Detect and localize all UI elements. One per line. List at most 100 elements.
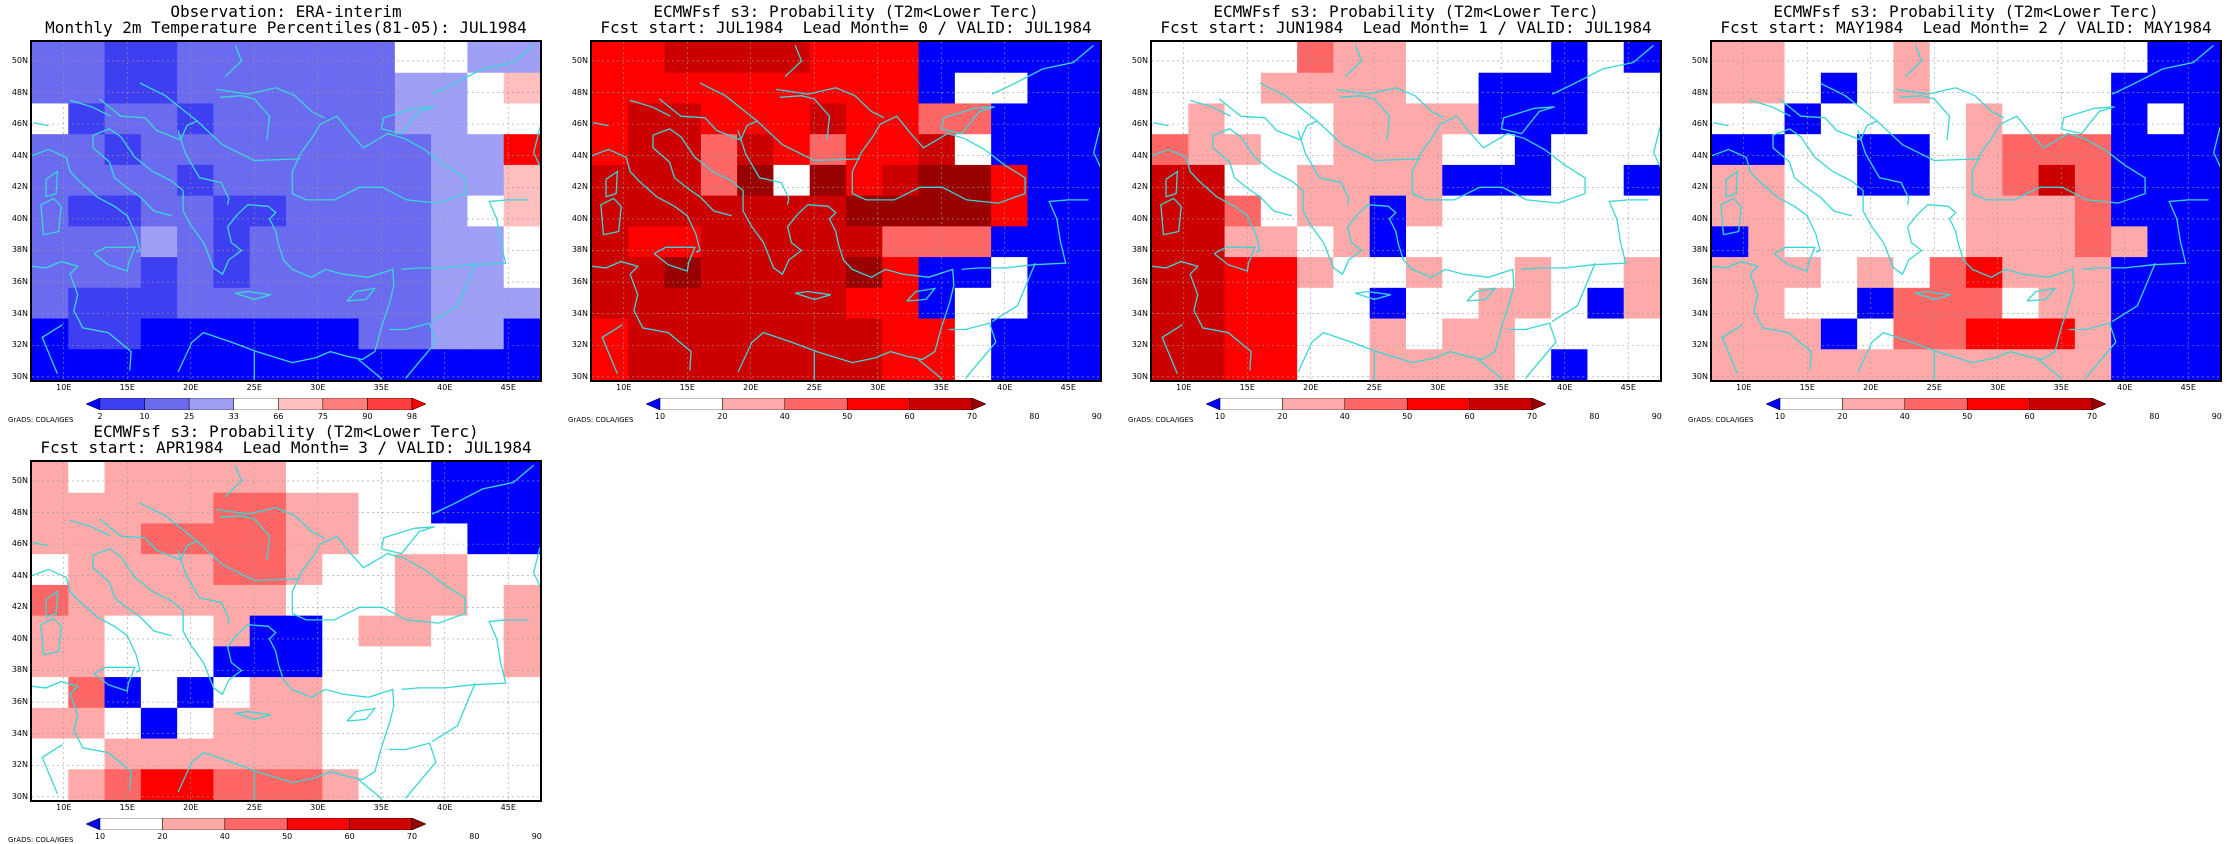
grid-cell: [1406, 287, 1443, 320]
grid-cell: [467, 72, 505, 105]
grid-cell: [918, 72, 956, 105]
coastline: [629, 99, 671, 117]
grid-cell: [2147, 257, 2185, 289]
grid-cell: [503, 318, 540, 350]
grid-cell: [177, 72, 215, 105]
grid-cell: [1260, 195, 1298, 227]
grid-cell: [1857, 257, 1895, 289]
y-tick-label: 32N: [1691, 340, 1708, 350]
grid-cell: [68, 738, 106, 770]
coastline: [1551, 44, 1655, 95]
colorbar-label: 50: [1962, 412, 1973, 421]
grid-cell: [1623, 349, 1660, 380]
grid-cell: [628, 257, 666, 289]
grid-cell: [1478, 42, 1516, 74]
y-tick-label: 50N: [1691, 55, 1708, 65]
grid-cell: [32, 226, 69, 258]
grid-cell: [773, 42, 811, 74]
x-tick-label: 25E: [1926, 383, 1942, 392]
coastline: [224, 464, 243, 498]
grid-cell: [140, 72, 178, 105]
grid-cell: [1784, 195, 1822, 227]
grid-cell: [140, 226, 178, 258]
grid-cell: [32, 707, 69, 740]
grid-cell: [882, 42, 920, 74]
grid-cell: [322, 615, 360, 647]
coastline: [652, 128, 955, 373]
grid-cell: [1188, 287, 1226, 320]
colorbar-segment: [1966, 398, 2030, 410]
panel-title-line2: Fcst start: MAY1984 Lead Month= 2 / VALI…: [1720, 18, 2212, 37]
y-tick-label: 36N: [1691, 277, 1708, 287]
grid-cell: [503, 195, 540, 227]
grid-cell: [68, 554, 106, 586]
grid-cell: [322, 492, 360, 525]
y-tick-label: 36N: [571, 277, 588, 287]
grid-cell: [1063, 257, 1100, 289]
grid-cell: [1929, 349, 1967, 380]
grid-cell: [68, 103, 106, 135]
coastline: [1466, 287, 1497, 302]
coastline: [794, 290, 831, 301]
grads-credit: GrADS: COLA/IGES: [1688, 416, 1754, 424]
grid-cell: [503, 462, 540, 494]
grid-cell: [1369, 42, 1407, 74]
coastline: [1411, 115, 1586, 204]
x-tick-label: 15E: [1239, 383, 1255, 392]
coastline: [1721, 324, 1743, 374]
grid-cell: [882, 134, 920, 166]
colorbar: [86, 398, 426, 410]
grid-cell: [592, 226, 629, 258]
grid-cell: [140, 195, 178, 227]
grid-cell: [177, 677, 215, 709]
grid-cell: [700, 42, 738, 74]
grid-cell: [1623, 42, 1660, 74]
grid-cell: [322, 646, 360, 678]
coastline: [401, 199, 529, 271]
grid-cell: [2147, 226, 2185, 258]
grid-cell: [809, 42, 847, 74]
grid-cell: [467, 677, 505, 709]
grid-cell: [1784, 349, 1822, 380]
grid-cell: [1406, 257, 1443, 289]
grid-cell: [2147, 164, 2185, 197]
grid-cell: [846, 72, 883, 105]
x-tick-label: 30E: [870, 383, 886, 392]
coastline: [291, 535, 466, 624]
grid-cell: [286, 287, 323, 320]
grid-cell: [700, 195, 738, 227]
grid-cell: [1893, 72, 1931, 105]
grid-cell: [431, 318, 469, 350]
grid-cell: [249, 164, 287, 197]
grid-cell: [1966, 164, 2003, 197]
grid-cell: [1478, 103, 1516, 135]
grid-cell: [358, 523, 396, 555]
grid-cell: [213, 164, 251, 197]
grid-cell: [213, 287, 251, 320]
grid-cell: [177, 769, 215, 800]
grid-cell: [286, 615, 323, 647]
grid-cell: [104, 646, 142, 678]
x-tick-label: 15E: [119, 383, 135, 392]
x-tick-label: 10E: [616, 383, 632, 392]
grid-cell: [954, 287, 992, 320]
grid-cell: [773, 103, 811, 135]
grid-cell: [503, 738, 540, 770]
grid-cell: [1442, 42, 1480, 74]
y-tick-label: 30N: [1691, 371, 1708, 381]
grid-cell: [1333, 318, 1371, 350]
grid-cell: [177, 492, 215, 525]
grid-cell: [846, 134, 883, 166]
grid-cell: [1406, 318, 1443, 350]
grid-cell: [1929, 72, 1967, 105]
grid-cell: [991, 103, 1029, 135]
grid-cell: [431, 462, 469, 494]
x-tick-label: 15E: [679, 383, 695, 392]
grid-cell: [1857, 42, 1895, 74]
coastline: [1336, 87, 1445, 119]
grid-cell: [1063, 349, 1100, 380]
grid-cell: [358, 677, 396, 709]
grid-cell: [104, 677, 142, 709]
grid-cell: [32, 349, 69, 380]
grid-cell: [68, 134, 106, 166]
